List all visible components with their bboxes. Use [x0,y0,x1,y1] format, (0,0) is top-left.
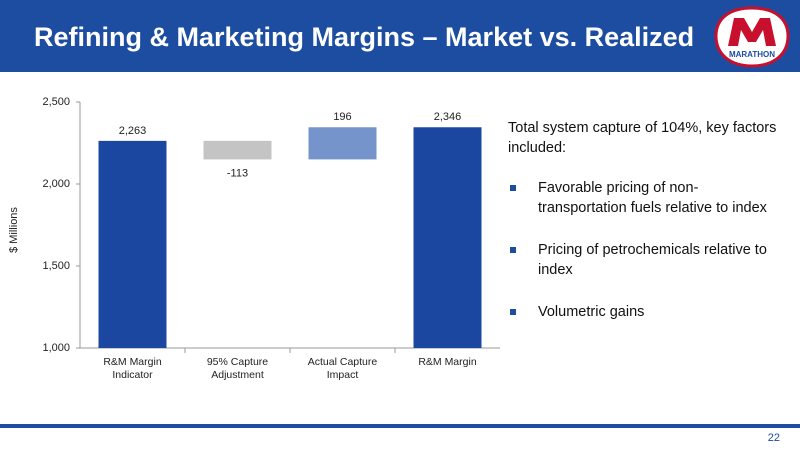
y-tick-label: 2,500 [42,96,70,108]
x-tick-label: R&M Margin Indicator [103,356,162,381]
y-axis-label: $ Millions [8,207,20,253]
x-tick-label: Actual Capture Impact [307,356,378,381]
bullet: Pricing of petrochemicals relative to in… [508,240,778,280]
bullet: Favorable pricing of non-transportation … [508,178,778,218]
bullet: Volumetric gains [508,302,778,322]
logo: MARATHON [714,6,790,68]
y-tick-label: 1,000 [42,342,70,354]
y-tick-label: 1,500 [42,260,70,272]
slide-title: Refining & Marketing Margins – Market vs… [34,22,695,52]
value-label: -113 [227,167,248,179]
logo-text: MARATHON [729,50,775,59]
header-bar: Refining & Marketing Margins – Market vs… [0,0,800,72]
bar [98,140,167,348]
notes: Total system capture of 104%, key factor… [508,118,778,344]
value-label: 2,263 [119,125,147,137]
value-label: 2,346 [434,111,462,123]
y-tick-label: 2,000 [42,178,70,190]
bar [308,127,377,160]
chart: $ Millions 1,000 1,500 2,000 2,500 2,263 -113… [8,96,500,354]
bar [203,140,272,160]
page-number: 22 [767,432,780,444]
bullet-list: Favorable pricing of non-transportation … [508,178,778,322]
bar [413,127,482,348]
footer-line [0,424,800,428]
notes-intro: Total system capture of 104%, key factor… [508,120,777,156]
x-tick-label: 95% Capture Adjustment [206,356,269,381]
x-tick-label: R&M Margin [418,356,477,368]
value-label: 196 [333,111,351,123]
